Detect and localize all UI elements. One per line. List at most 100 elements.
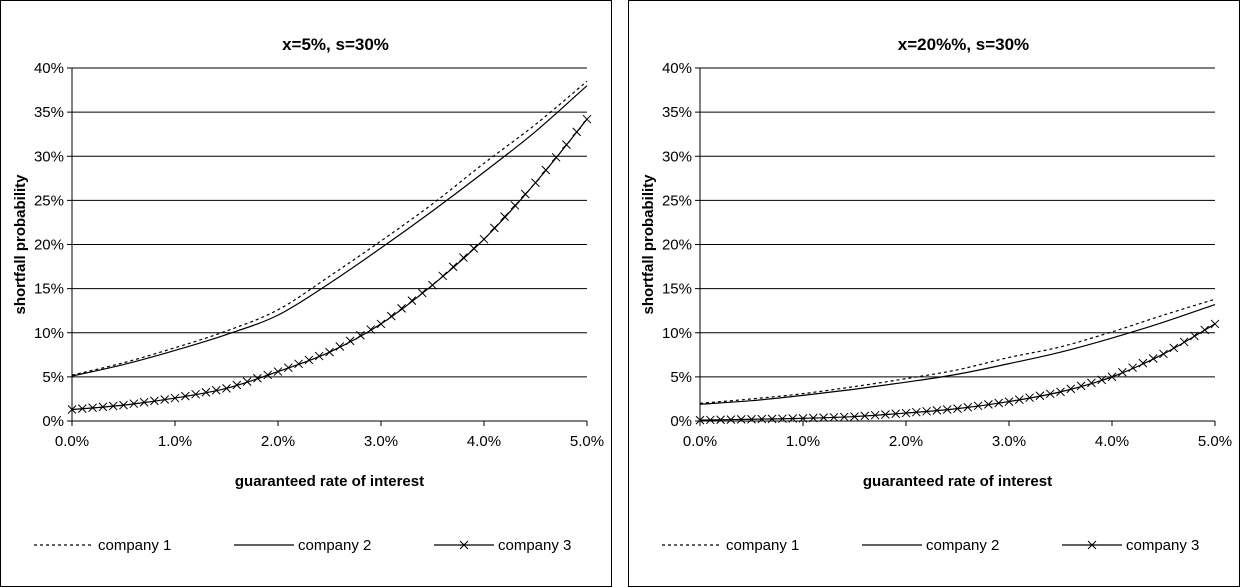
x-tick-label: 1.0% bbox=[158, 433, 192, 450]
legend-item-3: company 3 bbox=[434, 537, 571, 554]
data-point-marker bbox=[521, 190, 529, 198]
y-tick-labels: 0% 5% 10% 15% 20% 25% 30% 35% 40% bbox=[662, 60, 692, 430]
x-tick-label: 1.0% bbox=[786, 433, 820, 450]
x-tick-label: 4.0% bbox=[1095, 433, 1129, 450]
y-tick-label: 10% bbox=[662, 325, 692, 342]
legend-label: company 1 bbox=[726, 537, 799, 554]
legend-item-1: company 1 bbox=[662, 537, 799, 554]
y-tick-label: 0% bbox=[42, 413, 64, 430]
series-line bbox=[72, 119, 587, 409]
series-line bbox=[72, 81, 587, 375]
series-1 bbox=[72, 81, 587, 375]
chart-panel-right: x=20%%, s=30% 0% 5% 10% 15% 20% 25% 30% 35% 40% 0.… bbox=[628, 0, 1240, 588]
x-axis-label: guaranteed rate of interest bbox=[863, 473, 1052, 490]
data-point-marker bbox=[377, 320, 385, 328]
data-point-marker bbox=[418, 289, 426, 297]
data-point-marker bbox=[532, 179, 540, 187]
data-point-marker bbox=[1057, 388, 1065, 396]
x-tick-label: 0.0% bbox=[55, 433, 89, 450]
data-point-marker bbox=[274, 368, 282, 376]
data-point-marker bbox=[439, 272, 447, 280]
y-tick-label: 25% bbox=[662, 192, 692, 209]
y-tick-label: 35% bbox=[34, 104, 64, 121]
series-3 bbox=[68, 115, 591, 413]
data-point-marker bbox=[1160, 350, 1168, 358]
x-tick-labels: 0.0% 1.0% 2.0% 3.0% 4.0% 5.0% bbox=[55, 433, 604, 450]
data-point-marker bbox=[552, 153, 560, 161]
data-point-marker bbox=[511, 201, 519, 209]
data-point-marker bbox=[583, 115, 591, 123]
x-tick-label: 0.0% bbox=[683, 433, 717, 450]
legend-label: company 1 bbox=[98, 537, 171, 554]
x-tick-label: 2.0% bbox=[889, 433, 923, 450]
chart-title: x=5%, s=30% bbox=[282, 35, 389, 54]
series-line bbox=[700, 299, 1215, 403]
y-axis-label: shortfall probability bbox=[12, 174, 29, 315]
data-point-marker bbox=[264, 371, 272, 379]
y-tick-label: 25% bbox=[34, 192, 64, 209]
y-tick-label: 15% bbox=[34, 281, 64, 298]
x-tick-label: 5.0% bbox=[570, 433, 604, 450]
data-point-marker bbox=[1149, 355, 1157, 363]
data-point-marker bbox=[449, 263, 457, 271]
y-tick-label: 0% bbox=[670, 413, 692, 430]
chart-frame bbox=[1, 1, 612, 587]
series-1 bbox=[700, 299, 1215, 403]
legend-item-3: company 3 bbox=[1062, 537, 1199, 554]
chart-left: x=5%, s=30% 0% 5% 10% 15% 20% 25% 30% 35% 40% 0.0%… bbox=[0, 0, 612, 588]
series-line bbox=[700, 324, 1215, 420]
series-3 bbox=[696, 320, 1219, 424]
y-tick-label: 40% bbox=[34, 60, 64, 77]
data-point-marker bbox=[501, 213, 509, 221]
data-point-marker bbox=[1170, 344, 1178, 352]
data-point-marker bbox=[542, 166, 550, 174]
x-tick-label: 2.0% bbox=[261, 433, 295, 450]
y-tick-label: 5% bbox=[42, 369, 64, 386]
legend: company 1 company 2 company 3 bbox=[34, 537, 571, 554]
data-point-marker bbox=[398, 304, 406, 312]
y-tick-label: 30% bbox=[34, 148, 64, 165]
legend-label: company 2 bbox=[926, 537, 999, 554]
series-2 bbox=[700, 305, 1215, 405]
data-point-marker bbox=[490, 224, 498, 232]
x-tick-labels: 0.0% 1.0% 2.0% 3.0% 4.0% 5.0% bbox=[683, 433, 1232, 450]
series-line bbox=[700, 305, 1215, 405]
y-axis-label: shortfall probability bbox=[640, 174, 657, 315]
chart-title: x=20%%, s=30% bbox=[898, 35, 1029, 54]
data-point-marker bbox=[480, 235, 488, 243]
data-point-marker bbox=[573, 128, 581, 136]
data-point-marker bbox=[470, 244, 478, 252]
legend-label: company 2 bbox=[298, 537, 371, 554]
data-point-marker bbox=[429, 281, 437, 289]
x-axis-label: guaranteed rate of interest bbox=[235, 473, 424, 490]
y-tick-label: 5% bbox=[670, 369, 692, 386]
x-tick-label: 3.0% bbox=[364, 433, 398, 450]
data-point-marker bbox=[562, 141, 570, 149]
gridlines bbox=[72, 68, 587, 377]
legend-item-2: company 2 bbox=[862, 537, 999, 554]
data-point-marker bbox=[284, 364, 292, 372]
data-point-marker bbox=[387, 312, 395, 320]
chart-panel-left: x=5%, s=30% 0% 5% 10% 15% 20% 25% 30% 35% 40% 0.0%… bbox=[0, 0, 612, 588]
x-tick-label: 5.0% bbox=[1198, 433, 1232, 450]
legend-label: company 3 bbox=[1126, 537, 1199, 554]
y-tick-label: 35% bbox=[662, 104, 692, 121]
x-tick-label: 3.0% bbox=[992, 433, 1026, 450]
data-point-marker bbox=[326, 348, 334, 356]
y-tick-label: 10% bbox=[34, 325, 64, 342]
legend-label: company 3 bbox=[498, 537, 571, 554]
data-point-marker bbox=[408, 297, 416, 305]
data-point-marker bbox=[459, 254, 467, 262]
x-tick-label: 4.0% bbox=[467, 433, 501, 450]
y-tick-label: 40% bbox=[662, 60, 692, 77]
data-point-marker bbox=[1180, 338, 1188, 346]
y-tick-label: 20% bbox=[34, 237, 64, 254]
legend: company 1 company 2 company 3 bbox=[662, 537, 1199, 554]
chart-frame bbox=[629, 1, 1240, 587]
chart-right: x=20%%, s=30% 0% 5% 10% 15% 20% 25% 30% 35% 40% 0.… bbox=[628, 0, 1240, 588]
y-tick-label: 15% bbox=[662, 281, 692, 298]
y-tick-labels: 0% 5% 10% 15% 20% 25% 30% 35% 40% bbox=[34, 60, 64, 430]
data-point-marker bbox=[223, 384, 231, 392]
y-tick-label: 20% bbox=[662, 237, 692, 254]
legend-item-2: company 2 bbox=[234, 537, 371, 554]
